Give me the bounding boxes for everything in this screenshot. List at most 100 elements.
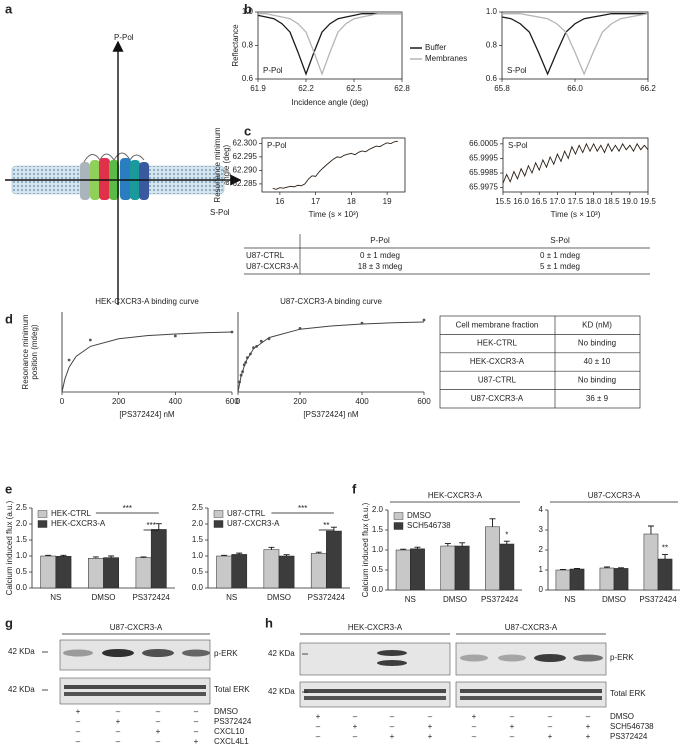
- chart: 0 200 400 600 [PS372424] nM U87-CXCR3-A bindi…: [236, 297, 431, 419]
- bar: [87, 557, 104, 589]
- chart: 62.285 62.290 62.295 62.300 16 17 18 19 Time (s …: [213, 127, 406, 219]
- panel-label: h: [265, 615, 273, 630]
- error-bar: [618, 567, 625, 569]
- bar: [485, 526, 500, 591]
- treatment-sign: –: [390, 712, 395, 721]
- panel-label: f: [352, 481, 357, 496]
- y-tick-label: 2: [539, 545, 544, 554]
- bar: [657, 558, 673, 591]
- x-tick-label: 19.0: [622, 197, 638, 206]
- y-tick-label: 1.0: [486, 7, 498, 16]
- bar: [135, 557, 152, 589]
- band: [573, 654, 603, 662]
- treatment-sign: –: [194, 727, 199, 736]
- error-bar: [60, 554, 67, 557]
- bar: [499, 543, 515, 591]
- band: [304, 689, 446, 693]
- y-tick-label: 0.8: [486, 41, 498, 50]
- treatment-sign: +: [586, 732, 591, 741]
- table-cell: 36 ± 9: [586, 394, 609, 403]
- y-tick-label: 0.0: [192, 583, 204, 592]
- x-tick-label: 200: [112, 397, 126, 406]
- helix: [139, 162, 149, 200]
- x-tick-label: NS: [564, 595, 575, 604]
- error-bar: [489, 518, 496, 527]
- treatment-sign: –: [510, 732, 515, 741]
- bar: [103, 557, 120, 589]
- bar: [555, 569, 571, 591]
- blot-title: U87-CXCR3-A: [505, 623, 558, 632]
- bar: [454, 545, 470, 591]
- y-tick-label: 3: [539, 525, 544, 534]
- treatment-sign: +: [194, 737, 199, 746]
- y-tick-label: 1: [539, 565, 544, 574]
- y-tick-label: 2.0: [372, 505, 384, 514]
- p-pol-label: P-Pol: [114, 33, 134, 42]
- treatment-sign: –: [353, 712, 358, 721]
- x-tick-label: NS: [50, 593, 61, 602]
- y-tick-label: 0.6: [242, 74, 254, 83]
- treatment-sign: –: [510, 712, 515, 721]
- blot: [455, 681, 607, 708]
- data-point: [88, 338, 92, 342]
- band-label: Total ERK: [610, 689, 646, 698]
- treatment-name: DMSO: [214, 707, 238, 716]
- y-tick-label: 0.5: [16, 567, 28, 576]
- error-bar: [108, 555, 115, 558]
- table-header: Cell membrane fraction: [456, 320, 539, 329]
- y-tick-label: 1.0: [242, 7, 254, 16]
- error-bar: [221, 554, 228, 556]
- band: [182, 649, 210, 657]
- x-tick-label: PS372424: [308, 593, 346, 602]
- x-tick-label: 600: [225, 397, 239, 406]
- y-tick-label: 4: [539, 505, 544, 514]
- bar: [395, 549, 411, 591]
- treatment-sign: +: [586, 722, 591, 731]
- panel-label: c: [244, 123, 251, 138]
- y-tick-label: 0.5: [372, 565, 384, 574]
- panel-label: e: [5, 481, 12, 496]
- treatment-name: CXCL4L1: [214, 737, 249, 746]
- error-bar: [330, 526, 337, 532]
- treatment-sign: –: [76, 737, 81, 746]
- treatment-sign: –: [316, 722, 321, 731]
- fit-curve: [61, 331, 233, 393]
- x-tick-label: DMSO: [602, 595, 626, 604]
- table-cell: U87-CTRL: [478, 376, 517, 385]
- treatment-sign: –: [548, 712, 553, 721]
- chart: 0.6 0.8 1.0 61.9 62.2 62.5 62.8 Incidence angle…: [231, 7, 467, 107]
- x-tick-label: 61.9: [250, 84, 266, 93]
- blot-h: [299, 633, 607, 708]
- x-tick-label: DMSO: [267, 593, 291, 602]
- y-tick-label: 2.0: [16, 519, 28, 528]
- x-axis-label: Incidence angle (deg): [292, 98, 369, 107]
- significance-label: ***: [146, 521, 155, 530]
- significance-label: **: [662, 544, 668, 553]
- x-axis-label: [PS372424] nM: [119, 410, 174, 419]
- y-tick-label: 0.6: [486, 74, 498, 83]
- legend-label: HEK-CXCR3-A: [51, 519, 106, 528]
- line-series: [501, 13, 648, 76]
- treatment-sign: +: [116, 717, 121, 726]
- x-tick-label: 18.0: [586, 197, 602, 206]
- band: [142, 649, 174, 657]
- chart-title: U87-CXCR3-A binding curve: [280, 297, 382, 306]
- band-label: Total ERK: [214, 685, 250, 694]
- band: [304, 696, 446, 700]
- legend-label: DMSO: [407, 511, 431, 520]
- y-tick-label: 1.5: [16, 535, 28, 544]
- error-bar: [283, 554, 290, 556]
- bar: [643, 533, 659, 591]
- treatment-sign: –: [428, 712, 433, 721]
- legend-label: U87-CXCR3-A: [227, 519, 280, 528]
- treatment-sign: –: [353, 732, 358, 741]
- band: [377, 650, 407, 656]
- y-tick-label: 65.9985: [469, 168, 498, 177]
- treatment-name: PS372424: [214, 717, 252, 726]
- x-tick-label: 18: [347, 197, 356, 206]
- treatment-sign: +: [76, 707, 81, 716]
- y-tick-label: 62.285: [233, 179, 258, 188]
- x-tick-label: 400: [169, 397, 183, 406]
- x-tick-label: 19: [383, 197, 392, 206]
